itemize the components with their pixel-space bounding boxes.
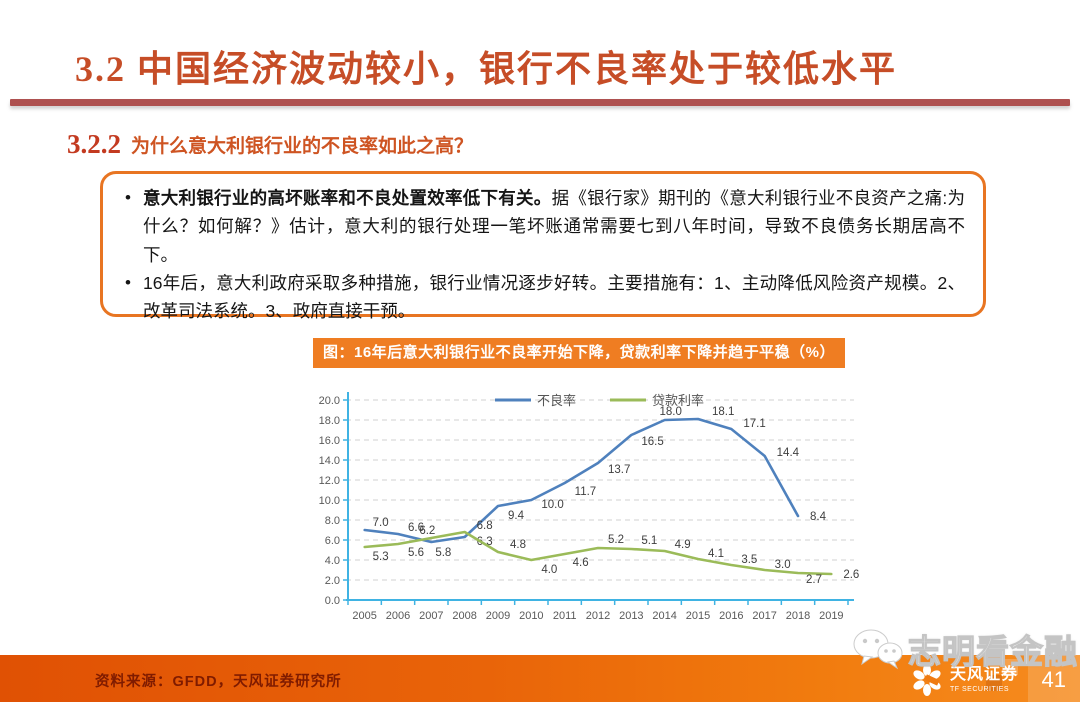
wechat-icon — [853, 629, 903, 670]
svg-text:3.0: 3.0 — [775, 559, 791, 571]
tf-securities-logo: 天风证券 TF SECURITIES — [910, 664, 1018, 696]
svg-text:2016: 2016 — [719, 610, 743, 622]
svg-text:10.0: 10.0 — [541, 499, 563, 511]
svg-text:贷款利率: 贷款利率 — [652, 393, 704, 408]
npl-loan-rate-line-chart: 0.0 2.0 4.0 6.0 8.0 10.0 12.0 14.0 16.0 18.0 20.0 2… — [319, 392, 859, 622]
footer-bar — [0, 643, 1080, 702]
tf-logo-text: 天风证券 TF SECURITIES — [950, 666, 1019, 694]
svg-text:4.1: 4.1 — [708, 548, 724, 560]
svg-text:2006: 2006 — [386, 610, 410, 622]
bullet-list: 意大利银行业的高坏账率和不良处置效率低下有关。据《银行家》期刊的《意大利银行业不… — [117, 184, 965, 326]
svg-text:2013: 2013 — [619, 610, 643, 622]
svg-text:13.7: 13.7 — [608, 464, 630, 476]
svg-text:0.0: 0.0 — [325, 595, 340, 607]
bullet-item-1: 意大利银行业的高坏账率和不良处置效率低下有关。据《银行家》期刊的《意大利银行业不… — [125, 184, 965, 269]
svg-text:10.0: 10.0 — [319, 495, 340, 507]
svg-text:5.3: 5.3 — [373, 551, 389, 563]
svg-text:2.0: 2.0 — [325, 575, 340, 587]
wechat-watermark: 志明看金融 — [852, 625, 1078, 673]
svg-text:18.0: 18.0 — [659, 406, 681, 418]
chart-card: 图：16年后意大利银行业不良率开始下降，贷款利率下降并趋于平稳（%） 0.0 2.… — [313, 338, 860, 627]
watermark-text: 志明看金融 — [907, 632, 1078, 670]
svg-text:14.4: 14.4 — [777, 447, 800, 459]
svg-text:5.1: 5.1 — [641, 535, 657, 547]
svg-text:6.2: 6.2 — [419, 525, 435, 537]
footer-deco-square-light — [1002, 659, 1018, 675]
svg-text:2007: 2007 — [419, 610, 443, 622]
svg-text:2009: 2009 — [486, 610, 510, 622]
svg-text:5.2: 5.2 — [608, 534, 624, 546]
svg-text:4.0: 4.0 — [541, 564, 557, 576]
footer-deco-panel — [1028, 655, 1080, 702]
svg-text:2010: 2010 — [519, 610, 543, 622]
svg-text:不良率: 不良率 — [537, 393, 576, 408]
footer-deco-square-dark — [986, 675, 1002, 691]
svg-text:9.4: 9.4 — [508, 510, 525, 522]
page-number: 41 — [1041, 667, 1066, 692]
svg-text:2012: 2012 — [586, 610, 610, 622]
tf-flower-icon — [913, 664, 941, 696]
svg-text:2008: 2008 — [452, 610, 476, 622]
page-title: 3.2 中国经济波动较小，银行不良率处于较低水平 — [75, 49, 898, 89]
svg-text:16.5: 16.5 — [641, 436, 663, 448]
section-question: 为什么意大利银行业的不良率如此之高？ — [131, 136, 474, 157]
svg-text:6.0: 6.0 — [325, 535, 340, 547]
bullet-1-lead: 意大利银行业的高坏账率和不良处置效率低下有关。 — [143, 188, 552, 208]
svg-text:2014: 2014 — [652, 610, 676, 622]
chart-title-banner: 图：16年后意大利银行业不良率开始下降，贷款利率下降并趋于平稳（%） — [313, 338, 845, 368]
svg-text:2019: 2019 — [819, 610, 843, 622]
svg-text:17.1: 17.1 — [743, 418, 765, 430]
svg-text:2.6: 2.6 — [843, 569, 859, 581]
svg-text:6.6: 6.6 — [408, 522, 424, 534]
svg-text:2005: 2005 — [352, 610, 376, 622]
svg-text:18.0: 18.0 — [319, 415, 340, 427]
tf-name-en: TF SECURITIES — [950, 686, 1010, 693]
svg-text:8.4: 8.4 — [810, 511, 827, 523]
svg-text:2015: 2015 — [686, 610, 710, 622]
svg-text:5.6: 5.6 — [408, 547, 424, 559]
svg-text:2017: 2017 — [752, 610, 776, 622]
svg-text:2018: 2018 — [786, 610, 810, 622]
svg-text:5.8: 5.8 — [435, 547, 451, 559]
svg-text:4.9: 4.9 — [675, 539, 691, 551]
svg-text:6.8: 6.8 — [477, 520, 493, 532]
svg-text:12.0: 12.0 — [319, 475, 340, 487]
svg-text:4.6: 4.6 — [573, 557, 589, 569]
svg-text:2011: 2011 — [553, 610, 577, 622]
tf-name-cn: 天风证券 — [950, 666, 1019, 683]
bullet-item-2: 16年后，意大利政府采取多种措施，银行业情况逐步好转。主要措施有：1、主动降低风… — [125, 269, 965, 326]
bullet-1-body: 据《银行家》期刊的《意大利银行业不良资产之痛:为什么？如何解？》估计，意大利的银… — [143, 188, 965, 265]
svg-text:4.8: 4.8 — [510, 539, 526, 551]
svg-text:7.0: 7.0 — [373, 517, 389, 529]
bullet-2-body: 16年后，意大利政府采取多种措施，银行业情况逐步好转。主要措施有：1、主动降低风… — [143, 273, 965, 322]
svg-text:16.0: 16.0 — [319, 435, 340, 447]
footer-deco-square-top — [1012, 643, 1034, 655]
data-source: 资料来源：GFDD，天风证券研究所 — [95, 674, 342, 690]
svg-text:8.0: 8.0 — [325, 515, 340, 527]
section-number: 3.2.2 — [67, 129, 121, 159]
svg-text:2.7: 2.7 — [806, 574, 822, 586]
title-divider — [10, 99, 1070, 106]
section-subtitle: 3.2.2 为什么意大利银行业的不良率如此之高？ — [67, 129, 473, 160]
svg-text:14.0: 14.0 — [319, 455, 340, 467]
svg-text:11.7: 11.7 — [575, 486, 597, 498]
svg-text:18.1: 18.1 — [712, 406, 734, 418]
svg-text:3.5: 3.5 — [741, 554, 757, 566]
svg-text:4.0: 4.0 — [325, 555, 340, 567]
svg-text:20.0: 20.0 — [319, 395, 340, 407]
key-points-box: 意大利银行业的高坏账率和不良处置效率低下有关。据《银行家》期刊的《意大利银行业不… — [100, 171, 986, 321]
